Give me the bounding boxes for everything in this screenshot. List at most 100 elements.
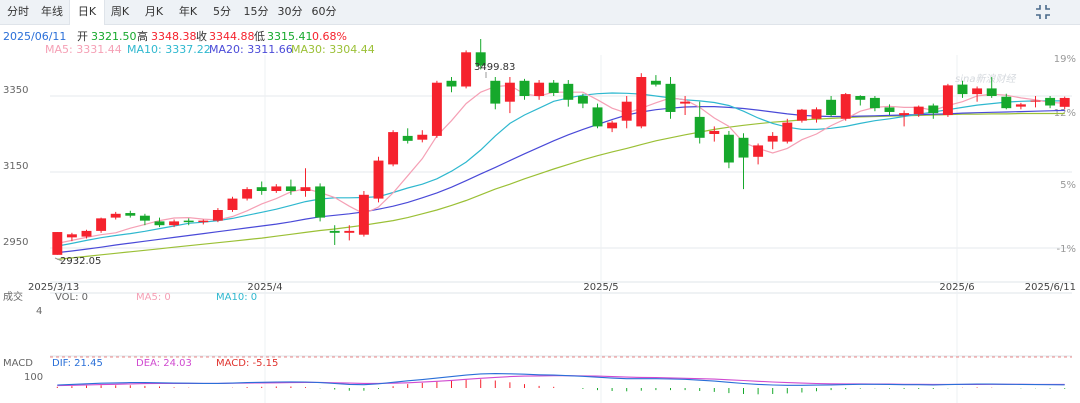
candle [417, 130, 428, 143]
candle-body [563, 83, 574, 100]
candle [607, 120, 618, 133]
candle [534, 80, 545, 100]
sina-finance-logo: sina新浪财经 [955, 73, 1016, 85]
x-tick-label: 2025/4 [247, 282, 282, 293]
candle [285, 179, 296, 195]
candle [242, 187, 253, 201]
candle [1001, 93, 1012, 110]
tab-5[interactable]: 年K [178, 5, 198, 18]
ma20-line [57, 105, 1065, 254]
candle [840, 92, 851, 121]
candle-body [869, 97, 880, 109]
candle [855, 95, 866, 106]
candle-body [665, 83, 676, 112]
candle [490, 77, 501, 110]
candle-body [738, 137, 749, 158]
candle-body [52, 232, 63, 255]
tab-8[interactable]: 30分 [277, 5, 303, 18]
ma-lines [57, 84, 1065, 260]
candle [110, 211, 121, 220]
candle-body [928, 105, 939, 114]
candle-body [548, 82, 559, 93]
candle-body [636, 77, 647, 127]
candle-body [840, 94, 851, 119]
expand-icon[interactable] [1034, 3, 1052, 21]
candle-body [504, 82, 515, 102]
candle-body [1030, 100, 1041, 102]
pct-tick-label: -1% [1057, 244, 1076, 255]
chart-grid: 295031503350355019%12%5%-1% [3, 54, 1076, 403]
ma10-legend: MA10: 3337.22 [127, 43, 211, 56]
candle [913, 105, 924, 117]
candle [986, 77, 997, 98]
tab-0[interactable]: 分时 [7, 5, 29, 18]
candle-body [461, 52, 472, 87]
candle [942, 83, 953, 117]
pct-tick-label: 19% [1054, 54, 1076, 65]
candle [212, 208, 223, 223]
change-value: 0.68% [312, 30, 347, 43]
candle [548, 80, 559, 96]
candle [972, 86, 983, 102]
candle-body [607, 122, 618, 129]
candle [694, 101, 705, 144]
candle-body [592, 107, 603, 127]
candle [636, 73, 647, 129]
low-annotation: 2932.05 [60, 256, 101, 267]
tab-2[interactable]: 日K [69, 0, 105, 25]
candle [650, 75, 661, 87]
candle [256, 181, 267, 195]
candle-body [329, 230, 340, 233]
candle-body [227, 198, 238, 210]
candle-body [417, 134, 428, 140]
tab-9[interactable]: 60分 [311, 5, 337, 18]
candle [198, 219, 209, 225]
candle-body [1059, 97, 1070, 107]
pct-tick-label: 12% [1054, 108, 1076, 119]
kline-chart[interactable]: 295031503350355019%12%5%-1% 2025/06/11 开… [0, 25, 1080, 403]
candle-body [1045, 97, 1056, 106]
pct-tick-label: 5% [1060, 180, 1076, 191]
volume-ma5: MA5: 0 [136, 292, 171, 303]
tab-3[interactable]: 周K [110, 5, 130, 18]
candle-body [271, 186, 282, 191]
tab-7[interactable]: 15分 [243, 5, 269, 18]
high-value: 3348.38 [151, 30, 197, 43]
macd-panel-title: MACD [3, 358, 33, 369]
candle-body [446, 80, 457, 87]
candle-body [753, 145, 764, 157]
high-annotation: 3499.83 [474, 62, 515, 73]
ma5-legend: MA5: 3331.44 [45, 43, 122, 56]
candle [577, 93, 588, 109]
y-tick-label: 3150 [3, 161, 28, 172]
ma20-legend: MA20: 3311.66 [209, 43, 293, 56]
dif-line [57, 373, 1065, 386]
candle [461, 50, 472, 89]
candle [329, 225, 340, 245]
candle [680, 96, 691, 115]
candle [592, 103, 603, 129]
x-tick-label: 2025/6/11 [1025, 282, 1076, 293]
candle [782, 118, 793, 144]
candle [344, 225, 355, 241]
candle-body [256, 187, 267, 191]
candle-body [431, 82, 442, 136]
ma5-line [57, 84, 1065, 244]
x-tick-label: 2025/6 [939, 282, 974, 293]
candle-body [242, 189, 253, 199]
tab-1[interactable]: 年线 [41, 5, 63, 18]
candle-body [796, 109, 807, 121]
tab-4[interactable]: 月K [144, 5, 164, 18]
candle [957, 80, 968, 98]
tab-6[interactable]: 5分 [213, 5, 231, 18]
candle-body [81, 230, 92, 237]
candle-body [125, 213, 136, 216]
candle-body [96, 218, 107, 231]
candle [1030, 96, 1041, 108]
candle-body [621, 101, 632, 121]
candle [767, 132, 778, 150]
candle-body [212, 210, 223, 221]
candle-body [680, 101, 691, 104]
open-value: 3321.50 [91, 30, 137, 43]
candle-body [285, 186, 296, 191]
